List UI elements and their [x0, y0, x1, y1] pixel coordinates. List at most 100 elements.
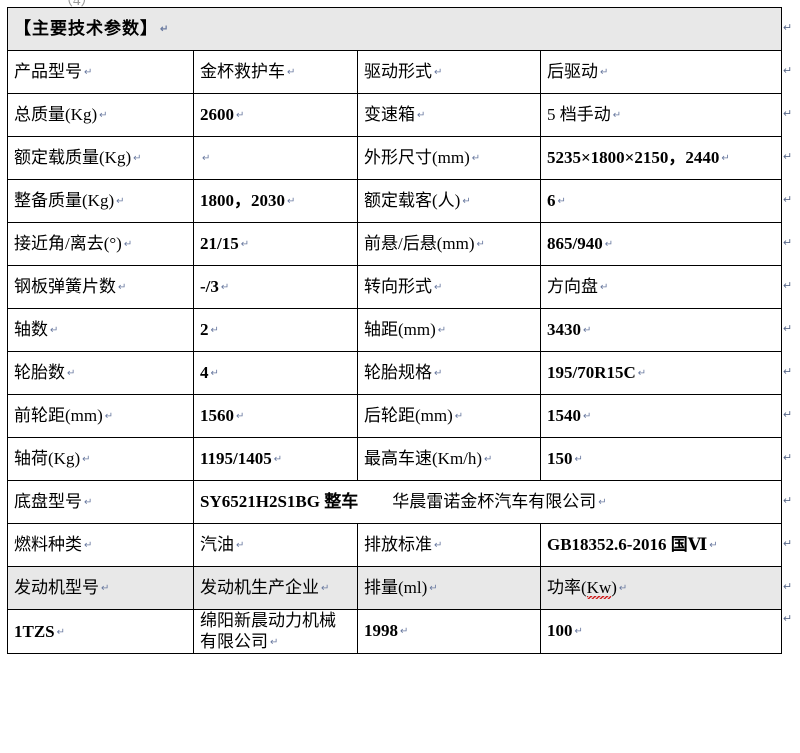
cell-label-wheelbase: 轴距(mm) ↵ — [357, 308, 541, 352]
cell-text-line1: 绵阳新晨动力机械 — [200, 611, 336, 630]
pilcrow-icon: ↵ — [202, 153, 211, 165]
pilcrow-icon: ↵ — [583, 325, 592, 337]
cell-text: 前悬/后悬(mm) — [364, 234, 475, 254]
cell-text: 后轮距(mm) — [364, 406, 453, 426]
cell-text: 1800，2030 — [200, 191, 285, 211]
pilcrow-icon: ↵ — [67, 368, 76, 380]
cell-text-chassis-maker: 华晨雷诺金杯汽车有限公司 — [392, 492, 597, 512]
cell-value-axle-count: 2 ↵ — [193, 308, 358, 352]
pilcrow-icon: ↵ — [484, 454, 493, 466]
pilcrow-icon: ↵ — [240, 239, 250, 251]
pilcrow-icon: ↵ — [600, 67, 609, 79]
pilcrow-icon: ↵ — [210, 368, 219, 380]
pilcrow-icon: ↵ — [574, 626, 583, 637]
cell-text-chassis-model: SY6521H2S1BG 整车 — [200, 492, 359, 512]
cell-value-approach-departure-angle: 21/15 ↵ — [193, 222, 358, 266]
cell-label-engine-manufacturer: 发动机生产企业 ↵ — [193, 566, 358, 610]
cell-value-drive-type: 后驱动 ↵ — [539, 50, 783, 94]
pilcrow-icon: ↵ — [783, 22, 793, 34]
pilcrow-icon: ↵ — [557, 196, 566, 208]
pilcrow-icon: ↵ — [454, 411, 464, 423]
table-row: 燃料种类 ↵ 汽油 ↵ 排放标准 ↵ GB18352.6-2016 国Ⅵ ↵ — [7, 523, 783, 567]
pilcrow-icon: ↵ — [118, 282, 127, 294]
cell-text: -/3 — [200, 277, 219, 297]
pilcrow-icon: ↵ — [434, 368, 443, 380]
table-row: 轴荷(Kg) ↵ 1195/1405 ↵ 最高车速(Km/h) ↵ 150 ↵ — [7, 437, 783, 481]
cell-text: 150 — [547, 449, 573, 469]
clipped-top-text: （4） — [0, 0, 800, 7]
cell-text: 1560 — [200, 406, 234, 426]
pilcrow-icon: ↵ — [783, 280, 793, 292]
cell-value-overhang: 865/940 ↵ — [539, 222, 783, 266]
pilcrow-icon: ↵ — [434, 67, 443, 79]
pilcrow-icon: ↵ — [133, 153, 142, 165]
cell-text: 865/940 — [547, 234, 603, 254]
pilcrow-icon: ↵ — [637, 368, 647, 380]
pilcrow-icon: ↵ — [236, 110, 245, 122]
cell-text: 100 — [547, 621, 573, 640]
pilcrow-icon: ↵ — [437, 325, 447, 337]
cell-value-engine-model: 1TZS ↵ — [7, 609, 194, 654]
pilcrow-icon: ↵ — [236, 540, 245, 552]
cell-label-chassis-model: 底盘型号 ↵ — [7, 480, 194, 524]
cell-text: 21/15 — [200, 234, 239, 254]
cell-text: 驱动形式 — [364, 62, 432, 82]
cell-value-gross-mass: 2600 ↵ — [193, 93, 358, 137]
cell-text: GB18352.6-2016 国Ⅵ — [547, 535, 708, 555]
pilcrow-icon: ↵ — [783, 237, 793, 249]
cell-text: 2 — [200, 320, 209, 340]
cell-text: 钢板弹簧片数 — [14, 277, 116, 297]
cell-value-axle-load: 1195/1405 ↵ — [193, 437, 358, 481]
table-title-cell: 【主要技术参数】 ↵ — [6, 7, 783, 51]
cell-value-rated-load-mass: ↵ — [193, 136, 358, 180]
pilcrow-icon: ↵ — [471, 153, 481, 165]
cell-label-displacement: 排量(ml) ↵ — [357, 566, 541, 610]
pilcrow-icon: ↵ — [210, 325, 219, 337]
cell-label-dimensions: 外形尺寸(mm) ↵ — [357, 136, 541, 180]
cell-text: 发动机生产企业 — [200, 578, 319, 598]
cell-value-product-model: 金杯救护车 ↵ — [193, 50, 358, 94]
table-row: 轴数 ↵ 2 ↵ 轴距(mm) ↵ 3430 ↵ — [7, 308, 783, 352]
pilcrow-icon: ↵ — [99, 110, 108, 122]
cell-text: 最高车速(Km/h) — [364, 449, 483, 469]
cell-value-rear-track: 1540 ↵ — [539, 394, 783, 438]
cell-value-tire-spec: 195/70R15C ↵ — [539, 351, 783, 395]
pilcrow-icon: ↵ — [783, 409, 793, 421]
cell-label-leaf-spring-count: 钢板弹簧片数 ↵ — [7, 265, 194, 309]
cell-label-approach-departure-angle: 接近角/离去(°) ↵ — [7, 222, 194, 266]
pilcrow-icon: ↵ — [618, 583, 628, 595]
pilcrow-icon: ↵ — [583, 411, 592, 423]
cell-text: 转向形式 — [364, 277, 432, 297]
cell-label-front-track: 前轮距(mm) ↵ — [7, 394, 194, 438]
cell-text: 后驱动 — [547, 62, 598, 82]
cell-label-engine-model: 发动机型号 ↵ — [7, 566, 194, 610]
pilcrow-icon: ↵ — [417, 110, 426, 122]
cell-text: 轮胎规格 — [364, 363, 432, 383]
table-title-text: 【主要技术参数】 — [14, 19, 158, 39]
pilcrow-icon: ↵ — [462, 196, 471, 208]
pilcrow-icon: ↵ — [84, 540, 93, 552]
pilcrow-icon: ↵ — [612, 110, 622, 122]
pilcrow-icon: ↵ — [709, 540, 718, 552]
pilcrow-icon: ↵ — [598, 497, 607, 509]
pilcrow-icon: ↵ — [56, 626, 66, 638]
table-row-chassis: 底盘型号 ↵ SY6521H2S1BG 整车 华晨雷诺金杯汽车有限公司 ↵ — [7, 480, 783, 524]
pilcrow-icon: ↵ — [783, 495, 793, 507]
technical-parameters-table: 【主要技术参数】 ↵ 产品型号 ↵ 金杯救护车 ↵ 驱动形式 ↵ 后驱动 ↵ 总质量(Kg… — [6, 7, 783, 654]
table-row: 钢板弹簧片数 ↵ -/3 ↵ 转向形式 ↵ 方向盘 ↵ — [7, 265, 783, 309]
cell-label-axle-load: 轴荷(Kg) ↵ — [7, 437, 194, 481]
cell-value-fuel-type: 汽油 ↵ — [193, 523, 358, 567]
cell-label-rated-load-mass: 额定载质量(Kg) ↵ — [7, 136, 194, 180]
cell-value-wheelbase: 3430 ↵ — [539, 308, 783, 352]
cell-label-max-speed: 最高车速(Km/h) ↵ — [357, 437, 541, 481]
cell-text: 6 — [547, 191, 556, 211]
pilcrow-icon: ↵ — [434, 540, 443, 552]
pilcrow-icon: ↵ — [287, 196, 296, 208]
pilcrow-icon: ↵ — [574, 454, 583, 466]
pilcrow-icon: ↵ — [321, 583, 330, 595]
cell-value-rated-passengers: 6 ↵ — [539, 179, 783, 223]
cell-text: 变速箱 — [364, 105, 415, 125]
cell-value-chassis-model: SY6521H2S1BG 整车 华晨雷诺金杯汽车有限公司 ↵ — [192, 480, 783, 524]
cell-text-power-suffix: ) — [611, 578, 617, 598]
cell-label-axle-count: 轴数 ↵ — [7, 308, 194, 352]
